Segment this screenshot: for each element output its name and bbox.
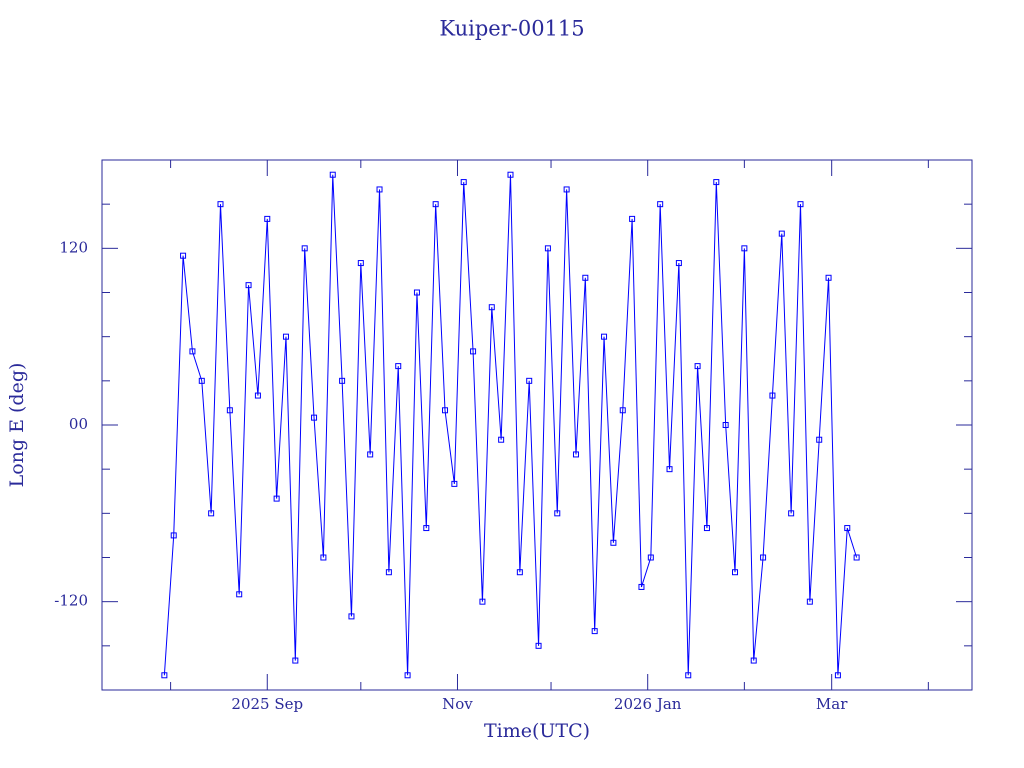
data-point bbox=[610, 539, 617, 546]
data-point bbox=[526, 377, 533, 384]
data-point bbox=[750, 657, 757, 664]
data-point bbox=[470, 348, 477, 355]
data-point bbox=[404, 672, 411, 679]
data-point bbox=[264, 215, 271, 222]
data-point bbox=[619, 407, 626, 414]
data-point bbox=[254, 392, 261, 399]
data-point bbox=[844, 525, 851, 532]
x-tick-label: Nov bbox=[442, 695, 473, 713]
y-tick-label: 00 bbox=[69, 415, 88, 433]
data-point bbox=[273, 495, 280, 502]
data-point bbox=[479, 598, 486, 605]
data-point bbox=[423, 525, 430, 532]
data-point bbox=[666, 466, 673, 473]
data-point bbox=[601, 333, 608, 340]
data-point bbox=[657, 201, 664, 208]
data-point bbox=[460, 179, 467, 186]
data-point bbox=[694, 363, 701, 370]
data-point bbox=[760, 554, 767, 561]
data-point bbox=[647, 554, 654, 561]
data-point bbox=[825, 274, 832, 281]
data-point bbox=[582, 274, 589, 281]
data-point bbox=[788, 510, 795, 517]
data-point bbox=[329, 171, 336, 178]
data-point bbox=[245, 282, 252, 289]
data-point bbox=[208, 510, 215, 517]
data-point bbox=[535, 642, 542, 649]
data-point bbox=[311, 414, 318, 421]
data-point bbox=[442, 407, 449, 414]
data-point bbox=[451, 480, 458, 487]
data-point bbox=[385, 569, 392, 576]
data-point bbox=[834, 672, 841, 679]
data-point bbox=[348, 613, 355, 620]
data-point bbox=[320, 554, 327, 561]
data-point bbox=[376, 186, 383, 193]
data-point bbox=[797, 201, 804, 208]
data-point bbox=[217, 201, 224, 208]
data-line bbox=[163, 174, 858, 676]
data-point bbox=[778, 230, 785, 237]
data-point bbox=[198, 377, 205, 384]
data-point bbox=[563, 186, 570, 193]
data-point bbox=[572, 451, 579, 458]
data-point bbox=[816, 436, 823, 443]
data-point bbox=[722, 422, 729, 428]
data-point bbox=[638, 583, 645, 590]
x-tick-label: Mar bbox=[816, 695, 848, 713]
data-point bbox=[675, 260, 682, 267]
chart-title: Kuiper-00115 bbox=[439, 17, 584, 41]
data-point bbox=[741, 245, 748, 252]
data-point bbox=[685, 672, 692, 679]
plot-area bbox=[161, 171, 860, 679]
data-point bbox=[806, 598, 813, 605]
data-point bbox=[488, 304, 495, 311]
data-point bbox=[769, 392, 776, 399]
data-point bbox=[544, 245, 551, 252]
y-axis-label: Long E (deg) bbox=[6, 363, 28, 488]
data-point bbox=[591, 628, 598, 635]
data-point bbox=[629, 215, 636, 222]
data-point bbox=[395, 363, 402, 370]
y-tick-label: -120 bbox=[54, 592, 88, 610]
data-point bbox=[301, 245, 308, 252]
data-point bbox=[853, 554, 860, 561]
x-tick-label: 2026 Jan bbox=[614, 695, 682, 713]
data-point bbox=[282, 333, 289, 340]
data-point bbox=[732, 569, 739, 576]
data-point bbox=[161, 672, 168, 679]
data-point bbox=[339, 377, 346, 384]
data-point bbox=[713, 179, 720, 186]
data-point bbox=[357, 260, 364, 267]
data-point bbox=[507, 171, 514, 178]
data-point bbox=[703, 525, 710, 532]
data-point bbox=[498, 436, 505, 443]
data-point bbox=[367, 451, 374, 458]
data-point bbox=[554, 510, 561, 517]
y-tick-label: 120 bbox=[59, 238, 88, 256]
x-axis-label: Time(UTC) bbox=[484, 720, 590, 742]
data-point bbox=[236, 591, 243, 598]
data-point bbox=[226, 407, 233, 414]
data-point bbox=[189, 348, 196, 355]
data-point bbox=[516, 569, 523, 576]
x-tick-label: 2025 Sep bbox=[231, 695, 303, 713]
data-point bbox=[432, 201, 439, 208]
data-point bbox=[180, 252, 187, 259]
data-point bbox=[413, 289, 420, 296]
data-point bbox=[170, 532, 177, 539]
data-point bbox=[292, 657, 299, 664]
